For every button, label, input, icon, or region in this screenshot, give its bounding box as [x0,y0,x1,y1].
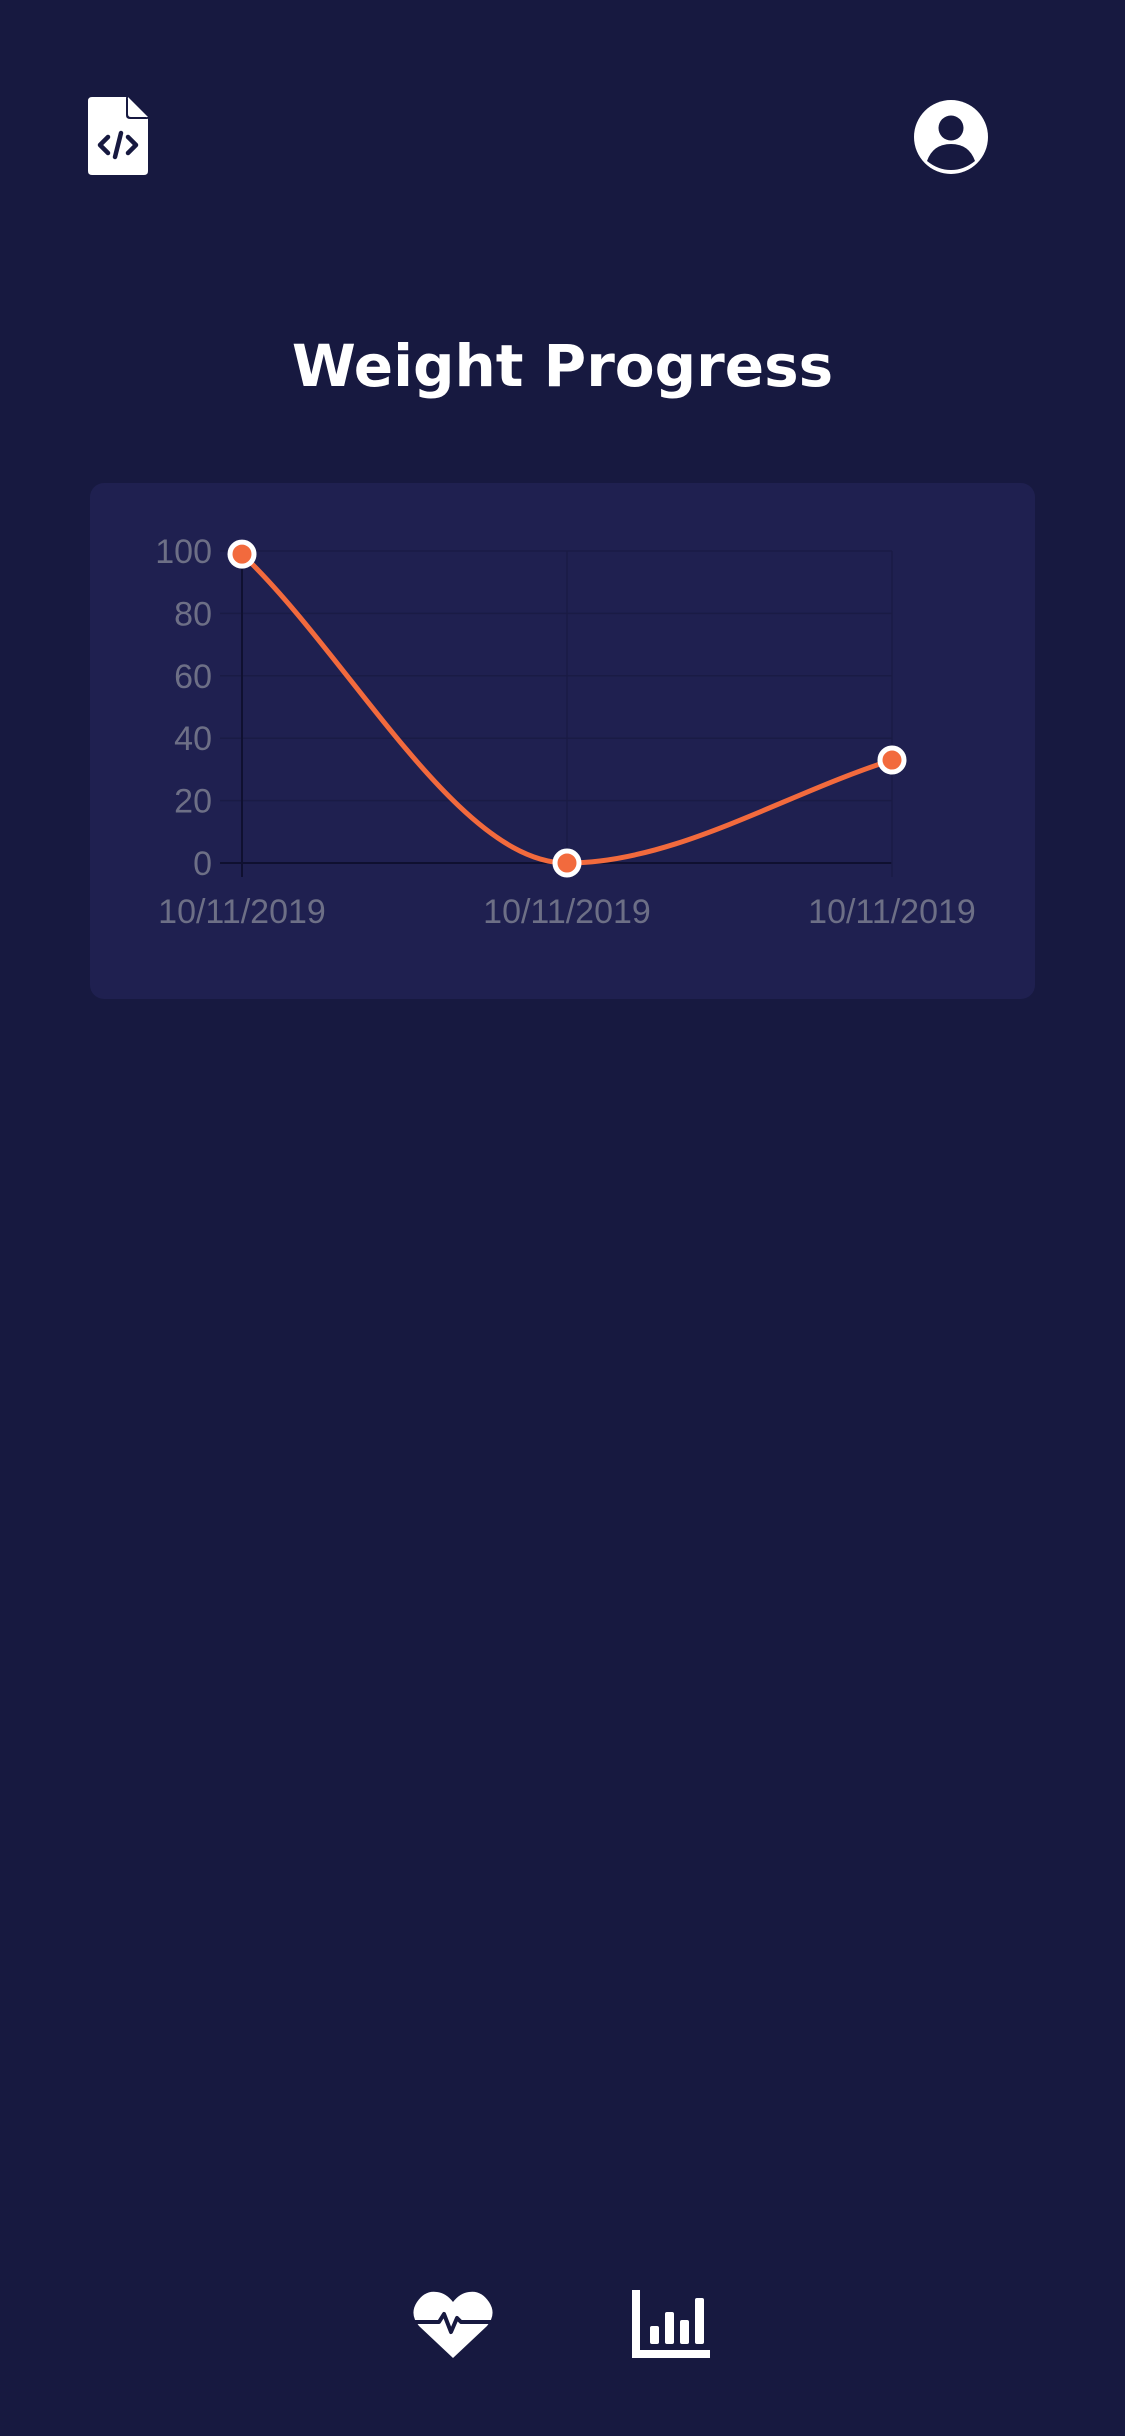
data-point [552,848,582,878]
y-tick-label: 40 [174,720,212,758]
y-tick-label: 0 [193,845,212,883]
heart-pulse-icon[interactable] [413,2290,493,2360]
y-tick-label: 80 [174,595,212,633]
data-point [227,539,257,569]
weight-line-chart: 100 80 60 40 20 0 10/11/2019 10/11/2019 10/11/20… [155,533,976,931]
y-tick-label: 60 [174,658,212,696]
page-title: Weight Progress [291,332,834,400]
y-tick-label: 100 [155,533,212,571]
x-tick-label: 10/11/2019 [158,893,326,931]
bar-chart-icon[interactable] [632,2290,710,2358]
x-tick-label: 10/11/2019 [808,893,976,931]
weight-chart-card: 100 80 60 40 20 0 10/11/2019 10/11/2019 10/11/20… [90,483,1035,999]
y-tick-label: 20 [174,783,212,821]
x-tick-label: 10/11/2019 [483,893,651,931]
code-file-icon[interactable] [88,97,148,175]
profile-icon[interactable] [913,99,989,175]
data-point [877,745,907,775]
